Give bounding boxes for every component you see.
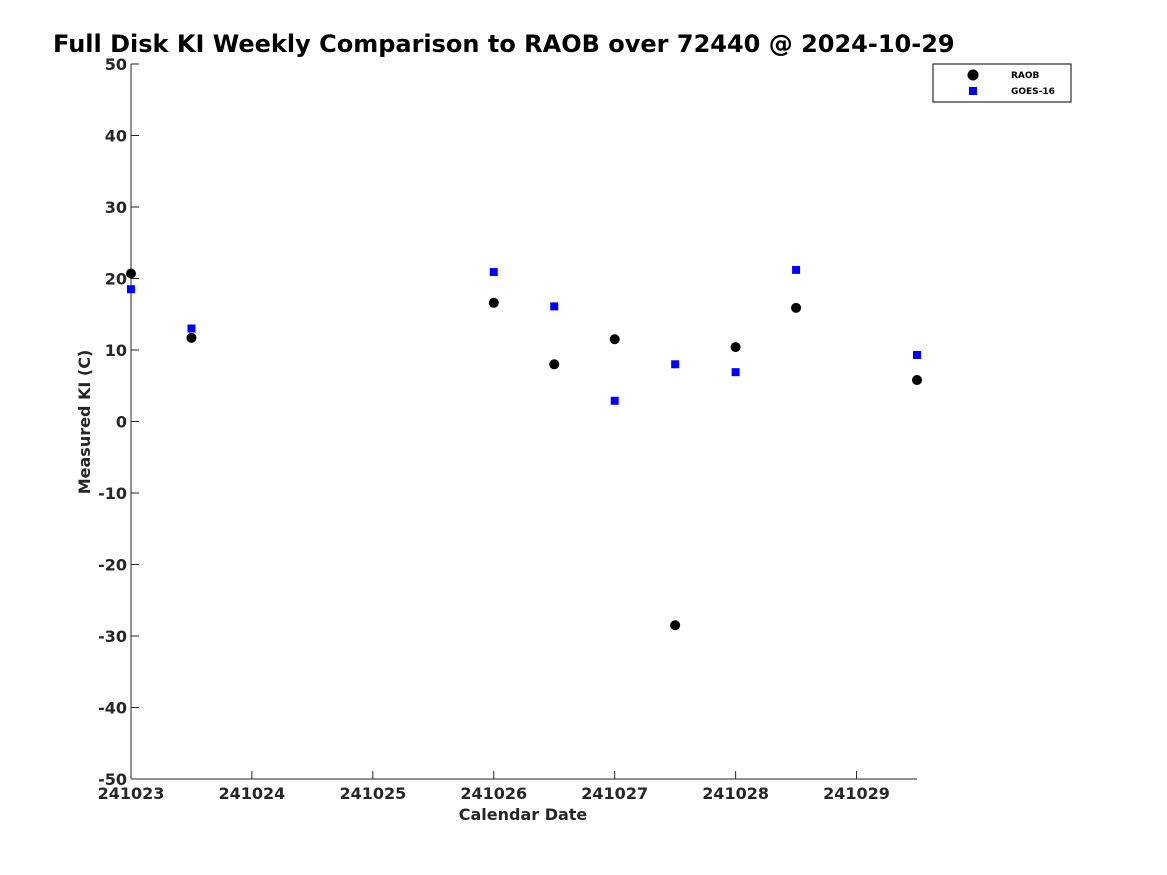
goes16-point <box>127 285 135 294</box>
y-tick-label: -40 <box>98 699 127 718</box>
y-tick-label: 30 <box>105 198 127 217</box>
y-tick-label: 10 <box>105 341 127 360</box>
y-tick-label: -30 <box>98 627 127 646</box>
y-axis-ticks: 50 40 30 20 10 0 -10 -20 -30 -40 -50 <box>98 55 139 789</box>
plot-axes <box>130 64 917 780</box>
chart-title: Full Disk KI Weekly Comparison to RAOB o… <box>53 30 955 58</box>
raob-point <box>549 359 560 370</box>
legend-goes16-marker <box>969 87 977 95</box>
goes16-point <box>792 265 801 274</box>
legend-box <box>932 63 1072 103</box>
raob-point <box>609 334 620 345</box>
y-tick-label: 50 <box>105 55 127 74</box>
raob-point <box>186 332 197 343</box>
goes16-point <box>671 360 680 369</box>
legend-goes16-label: GOES-16 <box>1011 87 1055 97</box>
x-tick-label: 241025 <box>339 784 406 803</box>
y-tick-label: -50 <box>98 770 127 789</box>
raob-point <box>730 342 741 353</box>
raob-point <box>488 297 499 308</box>
x-tick-label: 241028 <box>702 784 769 803</box>
raob-point <box>912 375 922 386</box>
goes16-point <box>489 268 498 277</box>
legend: RAOB GOES-16 <box>932 63 1072 103</box>
legend-raob-marker <box>967 69 979 81</box>
raob-point <box>126 268 136 279</box>
goes16-point <box>913 351 921 360</box>
data-points <box>126 265 922 631</box>
x-tick-label: 241026 <box>460 784 527 803</box>
x-tick-label: 241029 <box>823 784 890 803</box>
y-axis-label: Measured KI (C) <box>75 350 94 495</box>
y-tick-label: 40 <box>105 127 127 146</box>
goes16-point <box>550 302 559 311</box>
x-tick-label: 241027 <box>581 784 648 803</box>
x-axis-label: Calendar Date <box>459 805 588 824</box>
x-tick-label: 241023 <box>98 784 165 803</box>
raob-point <box>670 620 681 631</box>
goes16-point <box>731 368 740 377</box>
legend-raob-label: RAOB <box>1011 71 1040 81</box>
raob-point <box>791 302 802 313</box>
x-tick-label: 241024 <box>219 784 286 803</box>
x-axis-ticks: 241023 241024 241025 241026 241027 241028 2410… <box>98 771 890 803</box>
y-tick-label: -20 <box>98 556 127 575</box>
y-tick-label: 0 <box>116 413 127 432</box>
y-tick-label: 20 <box>105 270 127 289</box>
y-tick-label: -10 <box>98 484 127 503</box>
goes16-point <box>187 324 196 333</box>
goes16-point <box>610 396 619 405</box>
